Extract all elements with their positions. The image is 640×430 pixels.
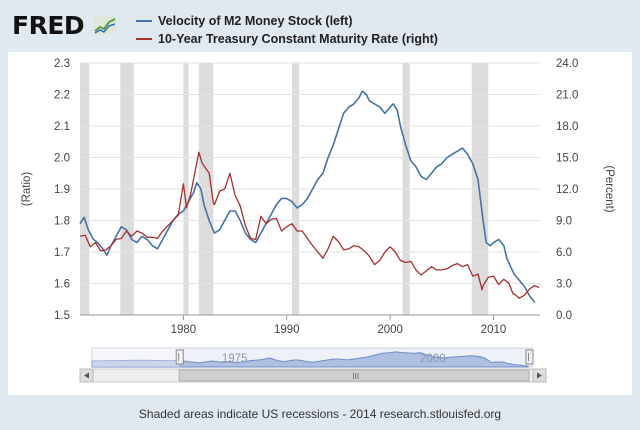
y-left-tick-label: 1.7 bbox=[54, 247, 70, 259]
y-left-tick-label: 2.2 bbox=[54, 90, 70, 102]
x-tick-label: 2000 bbox=[377, 324, 403, 336]
legend-label-treasury: 10-Year Treasury Constant Maturity Rate … bbox=[158, 32, 438, 46]
footer-note: Shaded areas indicate US recessions - 20… bbox=[138, 407, 502, 421]
x-tick-label: 2010 bbox=[481, 324, 507, 336]
scrollbar-thumb[interactable] bbox=[178, 369, 530, 382]
y-right-tick-label: 21.0 bbox=[556, 90, 578, 102]
navigator-label: 1975 bbox=[222, 353, 248, 365]
y-right-tick-label: 9.0 bbox=[556, 216, 572, 228]
brand-name: FRED bbox=[12, 11, 85, 40]
legend-label-velocity: Velocity of M2 Money Stock (left) bbox=[158, 14, 353, 28]
y-left-axis-title: (Ratio) bbox=[21, 172, 33, 207]
legend-swatch-treasury bbox=[136, 38, 152, 40]
y-right-tick-label: 18.0 bbox=[556, 121, 578, 133]
y-left-tick-label: 2.0 bbox=[54, 153, 70, 165]
navigator-handle-right[interactable] bbox=[525, 349, 534, 365]
y-left-tick-label: 1.8 bbox=[54, 216, 70, 228]
series-line-velocity bbox=[79, 90, 536, 303]
navigator-mask bbox=[92, 348, 180, 367]
scroll-left-button[interactable] bbox=[79, 368, 94, 383]
legend-item-treasury[interactable]: 10-Year Treasury Constant Maturity Rate … bbox=[136, 30, 438, 48]
series-line-treasury bbox=[79, 151, 540, 299]
legend-item-velocity[interactable]: Velocity of M2 Money Stock (left) bbox=[136, 12, 438, 30]
fred-logo[interactable]: FRED bbox=[12, 10, 122, 42]
y-right-tick-label: 6.0 bbox=[556, 247, 572, 259]
chart-legend: Velocity of M2 Money Stock (left) 10-Yea… bbox=[136, 12, 438, 48]
legend-swatch-velocity bbox=[136, 20, 152, 22]
scrollbar-grip: III bbox=[352, 372, 359, 381]
x-tick-label: 1990 bbox=[274, 324, 300, 336]
y-left-tick-label: 1.5 bbox=[54, 310, 70, 322]
x-tick-label: 1980 bbox=[171, 324, 197, 336]
navigator-label: 2000 bbox=[420, 353, 446, 365]
y-right-tick-label: 15.0 bbox=[556, 153, 578, 165]
y-right-tick-label: 24.0 bbox=[556, 58, 578, 70]
navigator-handle-left[interactable] bbox=[175, 349, 184, 365]
y-left-tick-label: 1.9 bbox=[54, 184, 70, 196]
scroll-right-icon bbox=[537, 372, 542, 379]
trend-icon bbox=[94, 16, 116, 34]
y-left-tick-label: 2.1 bbox=[54, 121, 70, 133]
y-right-tick-label: 12.0 bbox=[556, 184, 578, 196]
handle-body bbox=[175, 349, 184, 365]
y-right-axis-title: (Percent) bbox=[603, 165, 615, 212]
chart-panel bbox=[8, 52, 632, 395]
navigator-series bbox=[91, 351, 529, 368]
scroll-right-button[interactable] bbox=[532, 368, 547, 383]
handle-body bbox=[525, 349, 534, 365]
y-left-tick-label: 2.3 bbox=[54, 58, 70, 70]
scroll-left-icon bbox=[84, 372, 89, 379]
y-right-tick-label: 3.0 bbox=[556, 279, 572, 291]
y-left-tick-label: 1.6 bbox=[54, 279, 70, 291]
y-right-tick-label: 0.0 bbox=[556, 310, 572, 322]
